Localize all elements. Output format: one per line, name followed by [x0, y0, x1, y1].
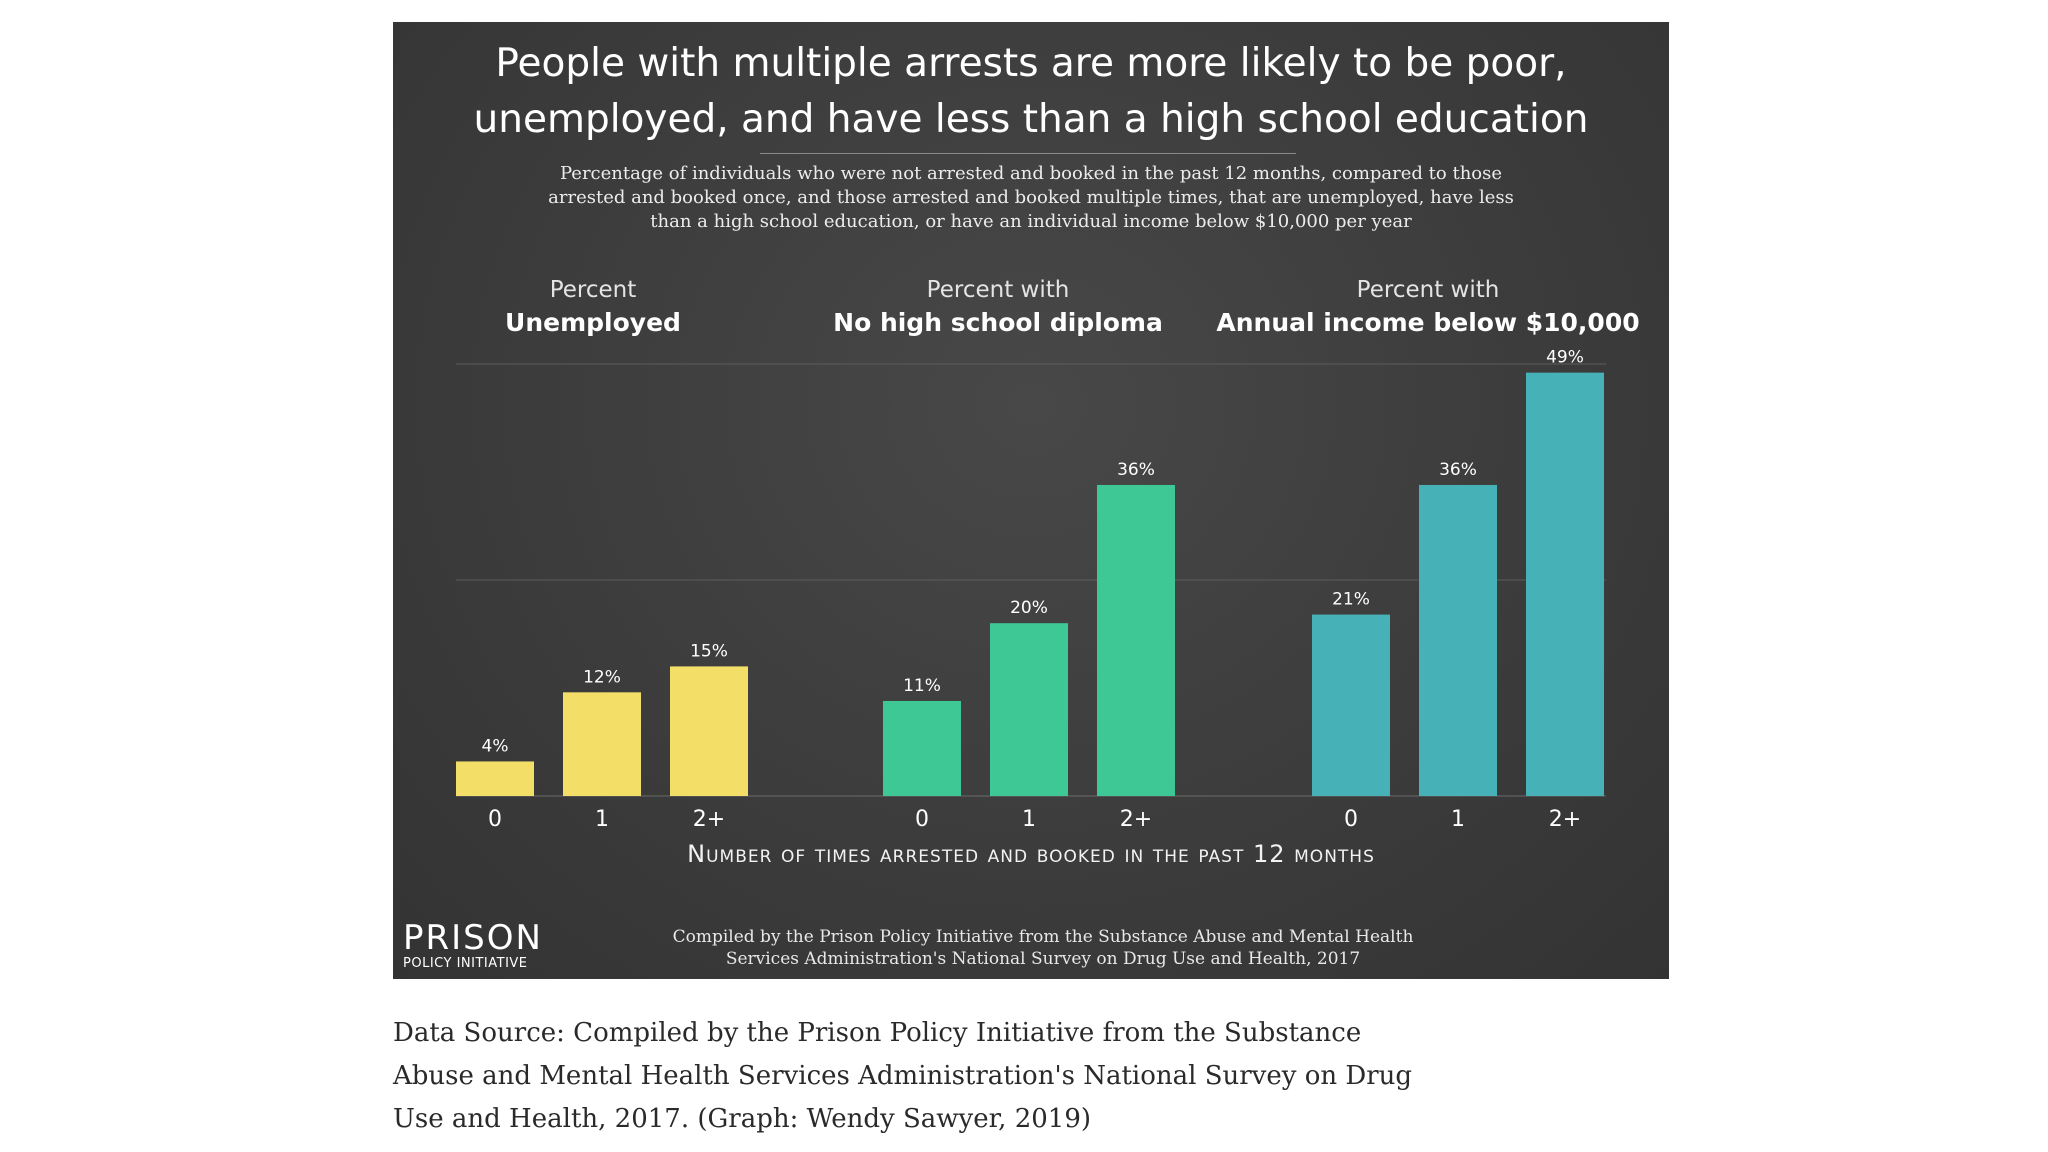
group-header-main: Annual income below $10,000: [1216, 308, 1640, 337]
chart-credit: Compiled by the Prison Policy Initiative…: [672, 927, 1414, 969]
logo-wordmark: PRISON: [403, 918, 543, 958]
bar-value-label: 36%: [1117, 460, 1155, 480]
bar: [1097, 484, 1175, 796]
title-divider: [760, 153, 1296, 154]
group-header-top: Percent: [549, 277, 637, 303]
x-tick-label: 1: [1022, 807, 1036, 832]
bar: [456, 761, 534, 796]
bar-value-label: 4%: [482, 736, 509, 756]
group-header-main: No high school diploma: [833, 308, 1163, 337]
x-tick-label: 2+: [693, 807, 725, 832]
bar-value-label: 49%: [1546, 348, 1584, 368]
group-header-no-diploma: Percent with No high school diploma: [823, 274, 1173, 340]
x-tick-label: 0: [915, 807, 929, 832]
chart-title: People with multiple arrests are more li…: [473, 41, 1589, 142]
bar-value-label: 21%: [1332, 590, 1370, 610]
bar: [883, 700, 961, 796]
bar-value-label: 15%: [690, 641, 728, 661]
bar: [670, 666, 748, 796]
bar-value-label: 36%: [1439, 460, 1477, 480]
x-tick-label: 0: [1344, 807, 1358, 832]
bar-value-label: 11%: [903, 676, 941, 696]
data-source-caption: Data Source: Compiled by the Prison Poli…: [393, 1018, 1413, 1134]
bar: [1419, 484, 1497, 796]
bar: [1312, 614, 1390, 796]
chart-subtitle: Percentage of individuals who were not a…: [548, 163, 1514, 232]
prison-policy-initiative-logo: PRISON POLICY INITIATIVE: [403, 920, 543, 972]
bar-value-label: 12%: [583, 667, 621, 687]
group-header-unemployed: Percent Unemployed: [473, 274, 713, 340]
bar-value-label: 20%: [1010, 598, 1048, 618]
group-header-top: Percent with: [1356, 277, 1500, 303]
group-header-top: Percent with: [926, 277, 1070, 303]
x-tick-label: 0: [488, 807, 502, 832]
x-axis-title: Number of times arrested and booked in t…: [687, 840, 1375, 868]
x-tick-label: 1: [595, 807, 609, 832]
bar: [563, 692, 641, 796]
x-tick-label: 2+: [1120, 807, 1152, 832]
group-header-low-income: Percent with Annual income below $10,000: [1213, 274, 1643, 340]
bar: [990, 623, 1068, 796]
x-tick-label: 2+: [1549, 807, 1581, 832]
bar-chart-svg: 4% 0 12% 1 15% 2+ 11% 0 20% 1 36% 2+ 21% 0 36% 1 49% 2+: [456, 348, 1606, 832]
x-tick-label: 1: [1451, 807, 1465, 832]
group-header-main: Unemployed: [505, 308, 681, 337]
chart-figure: People with multiple arrests are more li…: [393, 22, 1669, 979]
bar: [1526, 372, 1604, 796]
logo-subtext: POLICY INITIATIVE: [403, 956, 528, 971]
